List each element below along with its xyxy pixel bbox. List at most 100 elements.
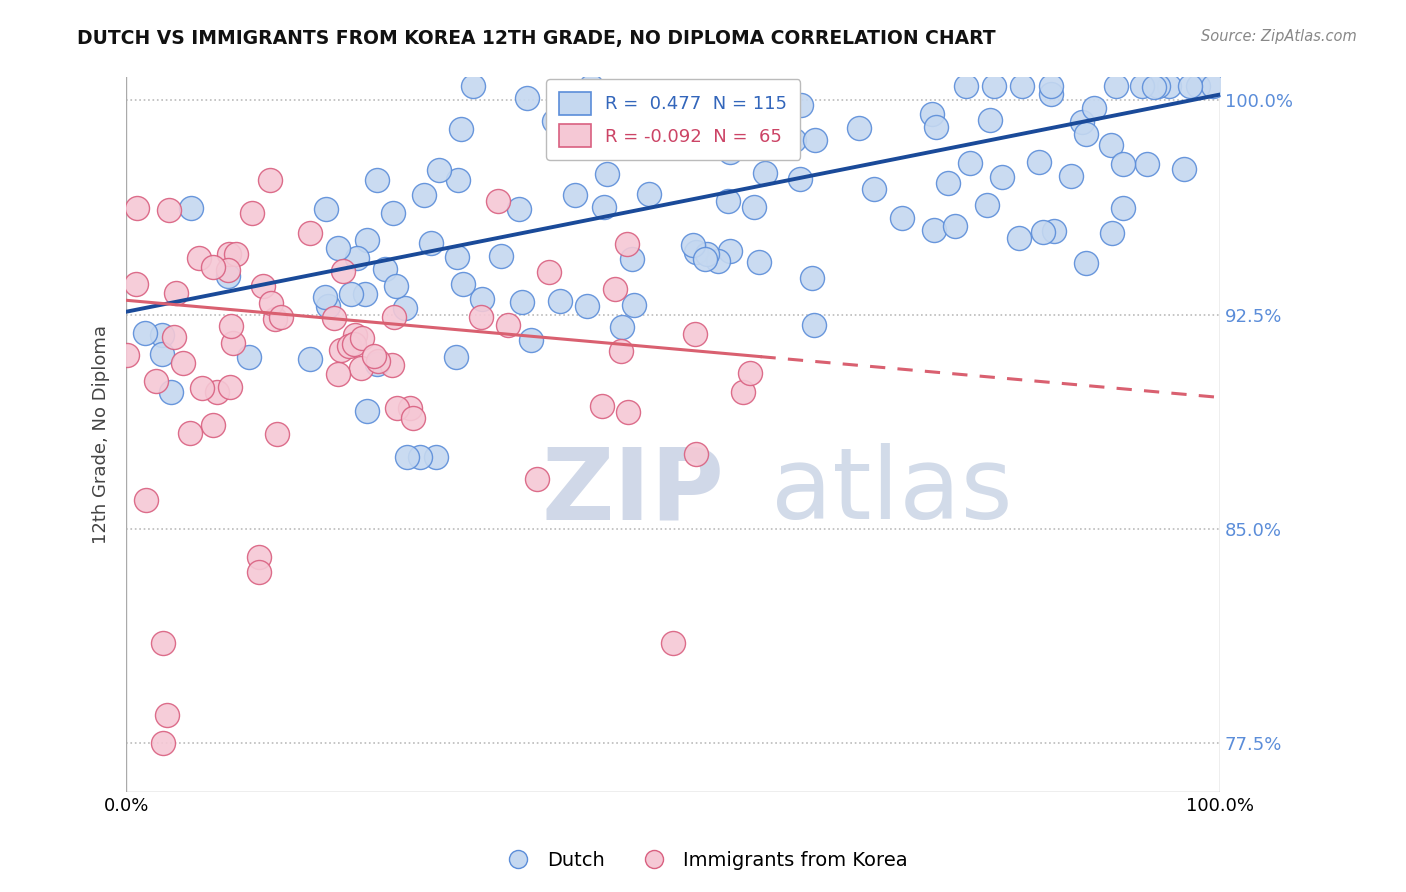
Point xyxy=(685,447,707,461)
Point xyxy=(890,211,912,225)
Point xyxy=(207,384,229,399)
Point xyxy=(270,310,292,325)
Point xyxy=(340,286,363,301)
Point xyxy=(381,206,404,220)
Point xyxy=(354,286,377,301)
Point xyxy=(1099,137,1122,152)
Point xyxy=(682,237,704,252)
Point xyxy=(1136,156,1159,170)
Point xyxy=(145,374,167,388)
Point xyxy=(247,550,270,565)
Point xyxy=(446,350,468,364)
Point xyxy=(591,399,613,413)
Point xyxy=(508,202,530,216)
Point xyxy=(395,450,418,465)
Point xyxy=(165,285,187,300)
Point xyxy=(945,219,967,234)
Point xyxy=(385,401,408,415)
Point xyxy=(125,277,148,292)
Point xyxy=(367,354,389,368)
Point xyxy=(299,351,322,366)
Point xyxy=(848,120,870,135)
Text: atlas: atlas xyxy=(772,443,1014,541)
Point xyxy=(382,310,405,325)
Point xyxy=(537,265,560,279)
Point xyxy=(381,359,404,373)
Point xyxy=(332,263,354,277)
Point xyxy=(486,194,509,209)
Point xyxy=(217,263,239,277)
Point xyxy=(662,636,685,650)
Point xyxy=(1074,256,1097,270)
Point xyxy=(150,327,173,342)
Text: Source: ZipAtlas.com: Source: ZipAtlas.com xyxy=(1201,29,1357,44)
Point xyxy=(621,252,644,267)
Point xyxy=(863,182,886,196)
Point xyxy=(610,343,633,358)
Point xyxy=(152,636,174,650)
Point xyxy=(1043,224,1066,238)
Point xyxy=(526,472,548,486)
Point xyxy=(1173,161,1195,176)
Point xyxy=(451,277,474,291)
Point xyxy=(343,337,366,351)
Point xyxy=(419,236,441,251)
Point xyxy=(134,326,156,340)
Point xyxy=(803,318,825,333)
Point xyxy=(350,331,373,345)
Point xyxy=(366,358,388,372)
Point xyxy=(191,381,214,395)
Point xyxy=(1112,156,1135,170)
Point xyxy=(450,122,472,136)
Point xyxy=(384,278,406,293)
Point xyxy=(172,356,194,370)
Point xyxy=(489,249,512,263)
Point xyxy=(425,450,447,465)
Point xyxy=(623,298,645,312)
Point xyxy=(1143,80,1166,95)
Point xyxy=(717,194,740,208)
Point xyxy=(163,329,186,343)
Point xyxy=(548,293,571,308)
Point xyxy=(323,311,346,326)
Point xyxy=(596,167,619,181)
Point xyxy=(413,187,436,202)
Point xyxy=(1039,78,1062,93)
Point xyxy=(519,333,541,347)
Point xyxy=(510,294,533,309)
Point xyxy=(1008,231,1031,245)
Point xyxy=(316,299,339,313)
Point xyxy=(188,251,211,265)
Point xyxy=(991,170,1014,185)
Point xyxy=(350,361,373,376)
Point xyxy=(127,202,149,216)
Y-axis label: 12th Grade, No Diploma: 12th Grade, No Diploma xyxy=(93,325,110,544)
Legend: R =  0.477  N = 115, R = -0.092  N =  65: R = 0.477 N = 115, R = -0.092 N = 65 xyxy=(546,79,800,160)
Point xyxy=(1178,78,1201,93)
Point xyxy=(516,91,538,105)
Point xyxy=(343,327,366,342)
Point xyxy=(731,385,754,400)
Point xyxy=(612,320,634,334)
Point xyxy=(135,493,157,508)
Point xyxy=(925,120,948,135)
Point xyxy=(1083,101,1105,115)
Point xyxy=(543,114,565,128)
Point xyxy=(315,202,337,217)
Point xyxy=(260,296,283,310)
Point xyxy=(498,318,520,332)
Point xyxy=(394,301,416,315)
Point xyxy=(922,223,945,237)
Point xyxy=(1032,225,1054,239)
Point xyxy=(117,348,139,362)
Point xyxy=(1105,78,1128,93)
Point xyxy=(637,186,659,201)
Point xyxy=(576,299,599,313)
Point xyxy=(983,78,1005,93)
Point xyxy=(740,366,762,380)
Point xyxy=(1011,78,1033,93)
Point xyxy=(593,200,616,214)
Point xyxy=(159,202,181,217)
Point xyxy=(1157,78,1180,93)
Point xyxy=(564,187,586,202)
